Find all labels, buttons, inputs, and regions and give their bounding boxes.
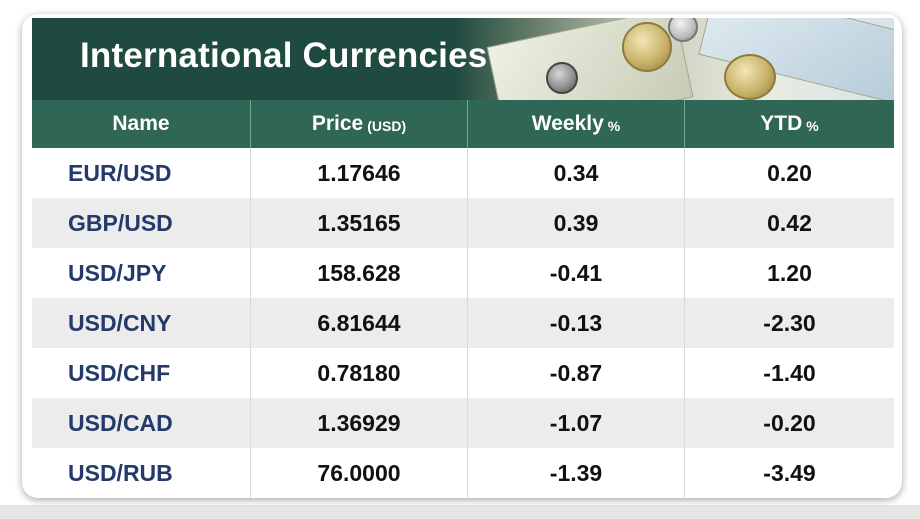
table-header-row: Name Price (USD) Weekly % YTD % <box>32 100 894 148</box>
column-header-name: Name <box>32 100 251 148</box>
price-value: 1.35165 <box>251 198 468 248</box>
weekly-change-value: -1.07 <box>468 398 685 448</box>
weekly-change-value: -0.13 <box>468 298 685 348</box>
column-header-price-label: Price <box>311 112 364 135</box>
table-row: GBP/USD 1.35165 0.39 0.42 <box>32 198 894 248</box>
column-header-ytd-label: YTD <box>760 112 803 135</box>
ytd-change-value: 0.42 <box>767 209 812 236</box>
title-bar: International Currencies <box>32 18 894 100</box>
coin-graphic <box>546 62 578 94</box>
currency-pair-name: EUR/USD <box>32 148 251 198</box>
table-row: USD/RUB 76.0000 -1.39 -3.49 <box>32 448 894 498</box>
currency-pair-name: USD/RUB <box>32 448 251 498</box>
table-row: USD/CNY 6.81644 -0.13 -2.30 <box>32 298 894 348</box>
weekly-change-value: -1.39 <box>468 448 685 498</box>
weekly-change-value: 0.34 <box>468 148 685 198</box>
price-value: 1.17646 <box>251 148 468 198</box>
currency-table: Name Price (USD) Weekly % YTD % EUR/USD … <box>32 100 894 498</box>
currency-pair-name: USD/JPY <box>32 248 251 298</box>
price-value: 76.0000 <box>251 448 468 498</box>
ytd-change-value: 0.20 <box>767 159 812 186</box>
currency-pair-name: USD/CNY <box>32 298 251 348</box>
price-value: 6.81644 <box>251 298 468 348</box>
currency-pair-name: GBP/USD <box>32 198 251 248</box>
ytd-change-value: 1.20 <box>767 259 812 286</box>
table-row: EUR/USD 1.17646 0.34 0.20 <box>32 148 894 198</box>
coin-graphic <box>668 18 698 42</box>
ytd-change-value: -3.49 <box>763 459 816 486</box>
column-header-ytd: YTD % <box>685 100 894 148</box>
table-row: USD/CAD 1.36929 -1.07 -0.20 <box>32 398 894 448</box>
column-header-name-label: Name <box>112 112 170 135</box>
weekly-change-value: 0.39 <box>468 198 685 248</box>
coin-graphic <box>724 54 776 100</box>
weekly-change-value: -0.41 <box>468 248 685 298</box>
ytd-change-value: -0.20 <box>763 409 816 436</box>
column-header-weekly-unit: % <box>607 118 621 134</box>
column-header-price-unit: (USD) <box>367 118 407 134</box>
currency-pair-name: USD/CHF <box>32 348 251 398</box>
price-value: 0.78180 <box>251 348 468 398</box>
price-value: 158.628 <box>251 248 468 298</box>
coin-graphic <box>622 22 672 72</box>
column-header-weekly: Weekly % <box>468 100 685 148</box>
table-row: USD/JPY 158.628 -0.41 1.20 <box>32 248 894 298</box>
page-bottom-strip <box>0 505 920 519</box>
currency-pair-name: USD/CAD <box>32 398 251 448</box>
banknotes-and-coins-image <box>454 18 894 100</box>
currency-table-card: International Currencies Name Price (USD… <box>22 14 902 498</box>
column-header-ytd-unit: % <box>806 118 819 134</box>
table-row: USD/CHF 0.78180 -0.87 -1.40 <box>32 348 894 398</box>
ytd-change-value: -1.40 <box>763 359 816 386</box>
weekly-change-value: -0.87 <box>468 348 685 398</box>
price-value: 1.36929 <box>251 398 468 448</box>
ytd-change-value: -2.30 <box>763 309 816 336</box>
column-header-price: Price (USD) <box>251 100 468 148</box>
column-header-weekly-label: Weekly <box>531 112 604 135</box>
table-title: International Currencies <box>80 36 488 75</box>
